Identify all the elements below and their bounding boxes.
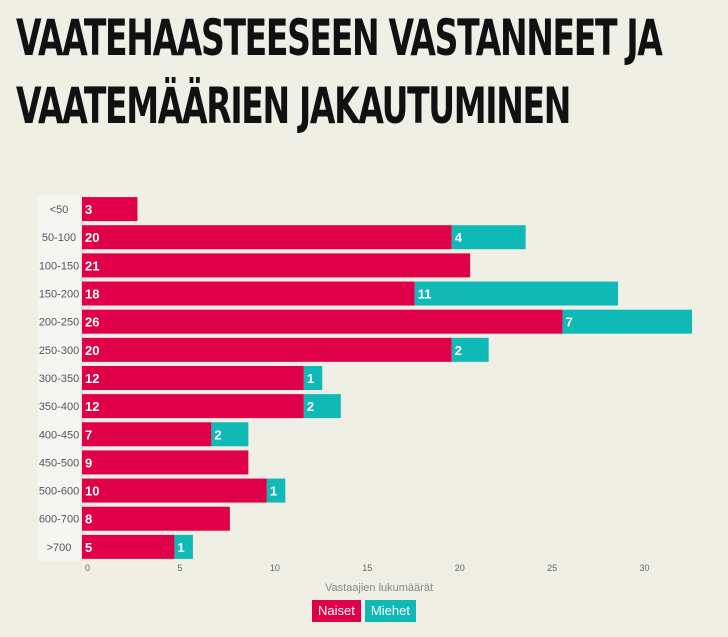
bar-segment-miehet [451,337,489,362]
bar-segment-naiset [82,309,563,334]
bar-value-label: 1 [177,540,184,555]
bar-value-label: 18 [85,287,99,302]
bar-value-label: 11 [418,287,432,302]
bar-segment-naiset [82,253,471,278]
bar-segment-naiset [82,534,175,559]
category-label-background [38,195,80,561]
bar-value-label: 20 [85,230,99,245]
category-label: 350-400 [39,401,79,413]
bar-segment-naiset [82,365,304,390]
category-label: 200-250 [39,317,79,329]
bar-value-label: 9 [85,455,92,470]
category-label: 600-700 [39,514,79,526]
bar-segment-naiset [82,478,267,503]
category-label: 150-200 [39,289,79,301]
x-tick-label: 5 [177,563,182,573]
category-label: >700 [47,542,72,554]
bar-segment-naiset [82,225,452,250]
bar-value-label: 2 [214,427,221,442]
bar-segment-naiset [82,394,304,419]
category-label: 400-450 [39,429,79,441]
bar-value-label: 4 [455,230,463,245]
bar-value-label: 12 [85,371,99,386]
bar-segment-naiset [82,337,452,362]
bar-segment-miehet [211,422,249,447]
bar-value-label: 2 [455,343,462,358]
bar-value-label: 8 [85,512,92,527]
bar-segment-naiset [82,197,138,222]
category-label: <50 [50,204,69,216]
category-label: 250-300 [39,345,79,357]
bar-value-label: 12 [85,399,99,414]
bar-value-label: 10 [85,484,99,499]
category-label: 500-600 [39,486,79,498]
bar-value-label: 3 [85,202,92,217]
legend-item-naiset[interactable]: Naiset [312,600,361,622]
bar-value-label: 5 [85,540,92,555]
category-label: 300-350 [39,373,79,385]
bar-value-label: 2 [307,399,314,414]
category-label: 100-150 [39,260,79,272]
chart-title-line-2: VAATEMÄÄRIEN JAKAUTUMINEN [16,77,571,135]
x-tick-label: 10 [270,563,280,573]
bar-segment-naiset [82,422,212,447]
bar-value-label: 20 [85,343,99,358]
bar-segment-naiset [82,450,249,475]
bar-segment-miehet [303,365,323,390]
bar-value-label: 26 [85,315,99,330]
bar-segment-miehet [414,281,619,306]
bar-segment-miehet [562,309,692,334]
x-tick-label: 0 [85,563,90,573]
bar-segment-naiset [82,506,230,531]
x-tick-label: 20 [455,563,465,573]
bar-value-label: 7 [85,427,92,442]
legend-item-miehet[interactable]: Miehet [364,600,416,622]
legend: Naiset Miehet [0,600,728,622]
x-tick-label: 15 [362,563,372,573]
bar-segment-miehet [174,534,193,559]
bar-value-label: 7 [566,315,573,330]
bar-segment-miehet [451,225,526,250]
category-label: 450-500 [39,457,79,469]
bar-value-label: 1 [270,484,277,499]
bar-segment-miehet [266,478,286,503]
bar-segment-naiset [82,281,415,306]
x-tick-label: 25 [547,563,557,573]
bar-segment-miehet [303,394,341,419]
x-tick-label: 30 [640,563,650,573]
bar-value-label: 1 [307,371,314,386]
x-axis-title: Vastaajien lukumäärät [325,582,433,594]
bar-value-label: 21 [85,258,99,273]
category-label: 50-100 [42,232,76,244]
